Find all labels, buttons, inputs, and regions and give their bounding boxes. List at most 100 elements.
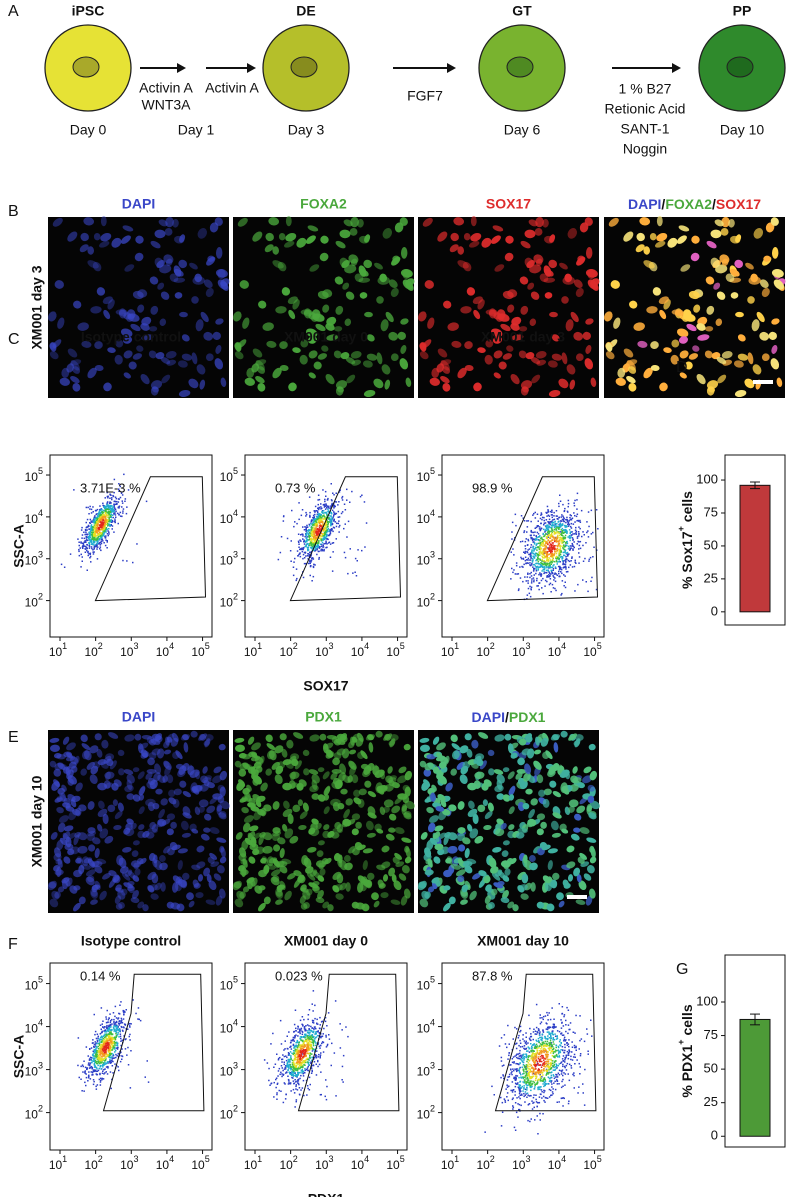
event (322, 528, 325, 530)
event (320, 503, 322, 505)
nucleus (277, 837, 286, 845)
event (541, 550, 544, 552)
event (114, 507, 116, 509)
nucleus (141, 334, 154, 341)
nucleus (506, 56, 534, 78)
nucleus (219, 856, 227, 864)
event (98, 532, 101, 534)
nucleus (534, 227, 543, 236)
nucleus (500, 897, 510, 904)
nucleus (309, 828, 320, 837)
event (91, 542, 93, 545)
event (565, 558, 568, 560)
nucleus (327, 904, 334, 912)
nucleus (118, 768, 125, 776)
event (111, 498, 113, 501)
tick-base: 10 (156, 1158, 170, 1172)
event (572, 548, 574, 550)
event (83, 531, 85, 533)
event (315, 530, 318, 533)
nucleus (92, 837, 101, 845)
event (94, 544, 96, 546)
event (88, 1075, 90, 1078)
event (322, 546, 324, 548)
nucleus (54, 762, 64, 771)
nucleus (168, 789, 176, 797)
event (547, 560, 549, 563)
event (104, 497, 106, 499)
event (346, 488, 348, 491)
event (327, 518, 330, 520)
nucleus (166, 774, 174, 784)
nucleus (60, 792, 66, 802)
event (549, 549, 551, 551)
event (104, 517, 106, 520)
event (552, 545, 554, 547)
nucleus (564, 273, 573, 283)
event (108, 507, 110, 509)
event (563, 520, 565, 523)
event (525, 538, 527, 540)
event (582, 531, 584, 533)
nucleus (165, 258, 173, 267)
event (568, 566, 570, 569)
event (337, 516, 339, 518)
nucleus (123, 372, 131, 379)
nucleus (275, 899, 283, 905)
event (98, 526, 101, 529)
event (531, 538, 534, 540)
nucleus (87, 260, 99, 269)
event (321, 524, 323, 527)
event (541, 570, 543, 572)
nucleus (158, 219, 168, 227)
nucleus (678, 336, 689, 344)
event (545, 551, 548, 554)
event (583, 534, 585, 536)
nucleus (390, 287, 399, 298)
event (539, 559, 542, 561)
event (527, 572, 529, 574)
event (99, 525, 102, 527)
event (106, 1024, 108, 1027)
event (536, 546, 539, 549)
nucleus (311, 793, 320, 800)
nucleus (340, 788, 348, 795)
event (112, 516, 114, 519)
event (92, 534, 94, 536)
nucleus (98, 800, 105, 809)
merge-part: PDX1 (509, 709, 546, 725)
event (344, 523, 346, 525)
nucleus (450, 232, 459, 242)
event (312, 523, 315, 526)
event (112, 508, 114, 511)
event (547, 528, 550, 531)
nucleus (453, 217, 465, 226)
event (95, 524, 97, 527)
event (85, 546, 88, 549)
event (311, 547, 313, 550)
event (103, 516, 106, 518)
event (124, 498, 127, 500)
nucleus (200, 833, 210, 841)
nucleus (659, 382, 668, 392)
event (551, 525, 554, 527)
event (115, 1056, 117, 1059)
event (540, 551, 543, 554)
event (319, 513, 321, 515)
event (95, 529, 98, 532)
event (123, 473, 125, 476)
event (103, 514, 105, 516)
event (313, 524, 315, 526)
nucleus (400, 247, 408, 259)
event (555, 539, 558, 541)
event (556, 561, 559, 563)
event (323, 516, 326, 518)
event (106, 540, 108, 542)
event (570, 534, 573, 536)
nucleus (508, 806, 515, 815)
event (318, 529, 320, 531)
event (97, 535, 100, 538)
nucleus (268, 217, 280, 226)
nucleus (577, 255, 585, 262)
nucleus (484, 895, 492, 904)
